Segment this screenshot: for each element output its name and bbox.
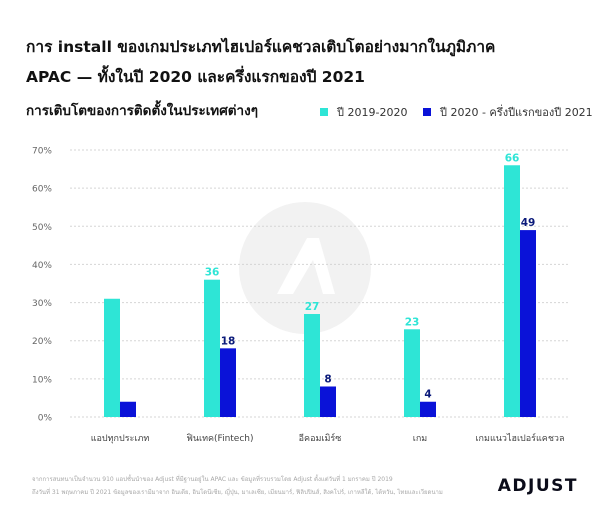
x-tick-label: เกมแนวไฮเปอร์แคชวล	[475, 432, 564, 444]
footnote-line-1: จากการสนทนาเป็นจำนวน 910 แอปชั้นนำของ Ad…	[32, 476, 393, 483]
watermark-glyph	[277, 238, 335, 294]
data-label-series-2: 18	[221, 335, 236, 347]
bar-series-2	[520, 230, 536, 417]
data-label-series-2: 49	[521, 217, 536, 229]
data-label-series-1: 36	[205, 267, 220, 279]
legend-item-series-2: ปี 2020 - ครึ่งปีแรกของปี 2021	[423, 103, 593, 121]
y-tick-label: 0%	[38, 414, 53, 424]
y-tick-label: 30%	[32, 299, 52, 309]
watermark-emblem	[239, 202, 371, 334]
y-tick-label: 10%	[32, 375, 52, 385]
bar-series-2	[320, 386, 336, 417]
bar-series-2	[420, 401, 436, 417]
data-label-series-1: 66	[505, 152, 520, 164]
x-tick-label: ฟินเทค(Fintech)	[186, 433, 253, 444]
y-tick-label: 40%	[32, 261, 52, 271]
legend-swatch-series-2	[423, 108, 431, 116]
legend-label-series-1: ปี 2019-2020	[337, 106, 408, 119]
bar-series-1	[504, 165, 520, 417]
bar-series-2	[120, 401, 136, 417]
adjust-logo-text: ADJUST	[498, 476, 578, 496]
data-label-series-2: 4	[424, 389, 431, 401]
chart-subtitle: การเติบโตของการติดตั้งในประเทศต่างๆ	[26, 103, 258, 119]
chart-title-line-2: APAC — ทั้งในปี 2020 และครึ่งแรกของปี 20…	[26, 68, 365, 86]
y-tick-label: 50%	[32, 223, 52, 233]
adjust-logo: ADJUST	[498, 476, 578, 496]
y-tick-label: 70%	[32, 147, 52, 157]
bar-series-1	[304, 314, 320, 417]
bar-series-1	[404, 329, 420, 417]
chart-title-line-1: การ install ของเกมประเภทไฮเปอร์แคชวลเติบ…	[26, 38, 496, 56]
bar-series-2	[220, 348, 236, 417]
bar-series-1	[104, 298, 120, 417]
x-tick-label: แอปทุกประเภท	[91, 434, 150, 444]
footnote-line-2: ถึงวันที่ 31 พฤษภาคม ปี 2021 ข้อมูลของเร…	[32, 489, 443, 496]
y-tick-label: 60%	[32, 185, 52, 195]
x-tick-label: อีคอมเมิร์ซ	[299, 432, 342, 444]
y-tick-label: 20%	[32, 337, 52, 347]
chart-legend: ปี 2019-2020 ปี 2020 - ครึ่งปีแรกของปี 2…	[300, 103, 593, 121]
bar-series-1	[204, 279, 220, 417]
source-footnote: จากการสนทนาเป็นจำนวน 910 แอปชั้นนำของ Ad…	[32, 473, 472, 499]
data-label-series-2: 8	[324, 373, 331, 385]
data-label-series-1: 27	[305, 301, 320, 313]
data-label-series-1: 23	[405, 316, 420, 328]
legend-label-series-2: ปี 2020 - ครึ่งปีแรกของปี 2021	[440, 106, 593, 119]
legend-swatch-series-1	[320, 108, 328, 116]
legend-item-series-1: ปี 2019-2020	[320, 103, 407, 121]
x-tick-label: เกม	[413, 434, 428, 444]
